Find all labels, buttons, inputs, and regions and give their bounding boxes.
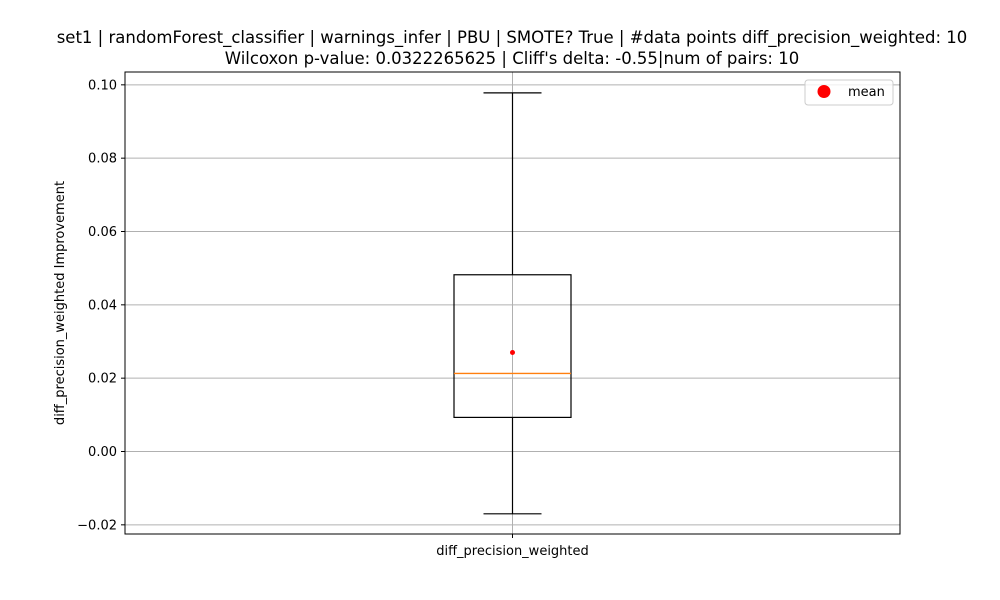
y-axis-label: diff_precision_weighted Improvement: [53, 181, 68, 425]
box-layer: [453, 92, 572, 515]
legend-mean-marker: [817, 85, 831, 98]
y-tick-label: 0.08: [88, 152, 117, 167]
tick-layer: −0.02 0.00 0.02 0.04 0.06 0.08 0.10 diff_precis…: [77, 78, 589, 559]
chart-title-line1: set1 | randomForest_classifier | warning…: [57, 28, 968, 48]
legend-mean-label: mean: [848, 85, 885, 100]
y-tick-label: 0.06: [88, 225, 117, 240]
y-tick-label: −0.02: [77, 518, 117, 533]
y-tick-label: 0.04: [88, 298, 117, 313]
y-tick-label: 0.02: [88, 372, 117, 387]
mean-marker: [510, 350, 515, 355]
x-tick-label: diff_precision_weighted: [436, 544, 589, 559]
y-tick-label: 0.00: [88, 445, 117, 460]
box-iqr: [453, 274, 572, 418]
chart-title-line2: Wilcoxon p-value: 0.0322265625 | Cliff's…: [225, 49, 799, 68]
legend: mean: [804, 79, 894, 106]
y-tick-label: 0.10: [88, 78, 117, 93]
